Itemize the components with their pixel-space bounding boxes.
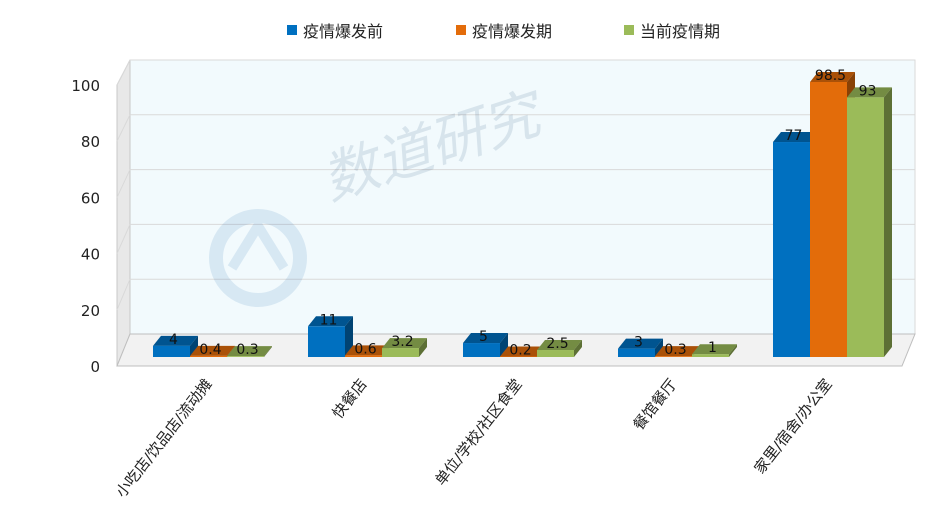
gridline-side (116, 279, 131, 310)
y-tick-label: 80 (81, 133, 100, 151)
bar-top (773, 132, 818, 143)
legend-label-current: 当前疫情期 (640, 22, 721, 41)
bar-front (227, 356, 264, 357)
bar-top (345, 345, 390, 356)
y-tick-label: 40 (81, 246, 100, 264)
bar-front (537, 350, 574, 357)
bar-front (190, 355, 227, 357)
data-label: 3 (634, 335, 643, 351)
gridline-side (116, 114, 131, 142)
bar (227, 346, 272, 357)
gridline-side (116, 169, 131, 198)
bar-top (618, 338, 663, 349)
bar-top (463, 333, 508, 344)
y-tick-label: 100 (71, 77, 100, 95)
data-label: 5 (479, 329, 488, 345)
data-label: 0.4 (199, 342, 221, 358)
data-label: 3.2 (391, 334, 413, 350)
bar-front (810, 82, 847, 357)
bar (153, 335, 198, 357)
bar-side (419, 338, 427, 357)
bar (308, 316, 353, 357)
bar (463, 333, 508, 357)
legend-swatch-during (456, 25, 466, 35)
data-label: 1 (708, 340, 717, 356)
bar-side (574, 340, 582, 357)
bar-side (655, 338, 663, 357)
data-label: 77 (785, 128, 803, 144)
data-label: 0.6 (354, 341, 376, 357)
bar (847, 87, 892, 357)
gridline-side (116, 59, 131, 86)
bar-side (729, 344, 737, 357)
data-label: 0.3 (236, 342, 258, 358)
x-tick-label: 小吃店/饮品店/流动摊 (112, 375, 216, 500)
y-axis: 0 20 40 60 80 100 (71, 77, 100, 376)
bar-top (153, 335, 198, 346)
bar-front (382, 348, 419, 357)
bar-side (884, 87, 892, 357)
bar-front (618, 348, 655, 357)
y-tick-label: 0 (90, 358, 100, 376)
y-tick-label: 60 (81, 189, 100, 207)
bar (382, 338, 427, 357)
gridline-side (116, 224, 131, 254)
bar-front (308, 326, 345, 357)
bar-top (810, 72, 855, 82)
bar-top (500, 346, 545, 357)
bar-top (655, 346, 700, 357)
bar-top (692, 344, 737, 355)
x-tick-label: 家里/宿舍/办公室 (751, 375, 836, 477)
bar-top (847, 87, 892, 98)
data-label: 98.5 (815, 68, 846, 84)
bar (692, 344, 737, 357)
data-label: 4 (169, 332, 178, 348)
bar-front (655, 356, 692, 357)
data-label: 0.2 (509, 342, 531, 358)
legend-swatch-before (287, 25, 297, 35)
legend-item-during: 疫情爆发期 (456, 18, 552, 42)
legend-item-before: 疫情爆发前 (287, 18, 383, 42)
bar-front (847, 97, 884, 357)
x-tick-label: 快餐店 (329, 375, 371, 422)
legend-item-current: 当前疫情期 (624, 18, 720, 42)
bar-top (190, 345, 235, 356)
legend-swatch-current (624, 25, 634, 35)
bar-side (345, 316, 353, 357)
legend-label-during: 疫情爆发期 (472, 22, 553, 41)
data-label: 2.5 (546, 336, 568, 352)
bar-front (692, 354, 729, 357)
bar-front (500, 356, 537, 357)
bar-front (345, 355, 382, 357)
bar (618, 338, 663, 357)
legend-label-before: 疫情爆发前 (303, 22, 384, 41)
data-label: 0.3 (664, 342, 686, 358)
bar-front (773, 142, 810, 357)
x-tick-label: 单位/学校/社区食堂 (431, 375, 525, 489)
bar-top (537, 340, 582, 351)
data-label: 11 (320, 312, 338, 328)
x-tick-label: 餐馆餐厅 (630, 375, 681, 433)
bar-side (264, 346, 272, 357)
chart-side-wall (116, 59, 131, 367)
bar-side (190, 335, 198, 357)
x-axis: 小吃店/饮品店/流动摊 快餐店 单位/学校/社区食堂 餐馆餐厅 家里/宿舍/办公室 (112, 375, 836, 500)
bar-top (227, 346, 272, 357)
bar-top (382, 338, 427, 349)
bar-front (463, 343, 500, 357)
data-labels: 4 0.4 0.3 11 0.6 3.2 5 0.2 2.5 3 0.3 1 77 98.5 93 (169, 68, 876, 358)
y-tick-label: 20 (81, 302, 100, 320)
bar-front (153, 345, 190, 357)
bars (153, 72, 892, 357)
bar-top (308, 316, 353, 327)
bar (537, 340, 582, 357)
bar-side (500, 333, 508, 357)
data-label: 93 (859, 83, 877, 99)
